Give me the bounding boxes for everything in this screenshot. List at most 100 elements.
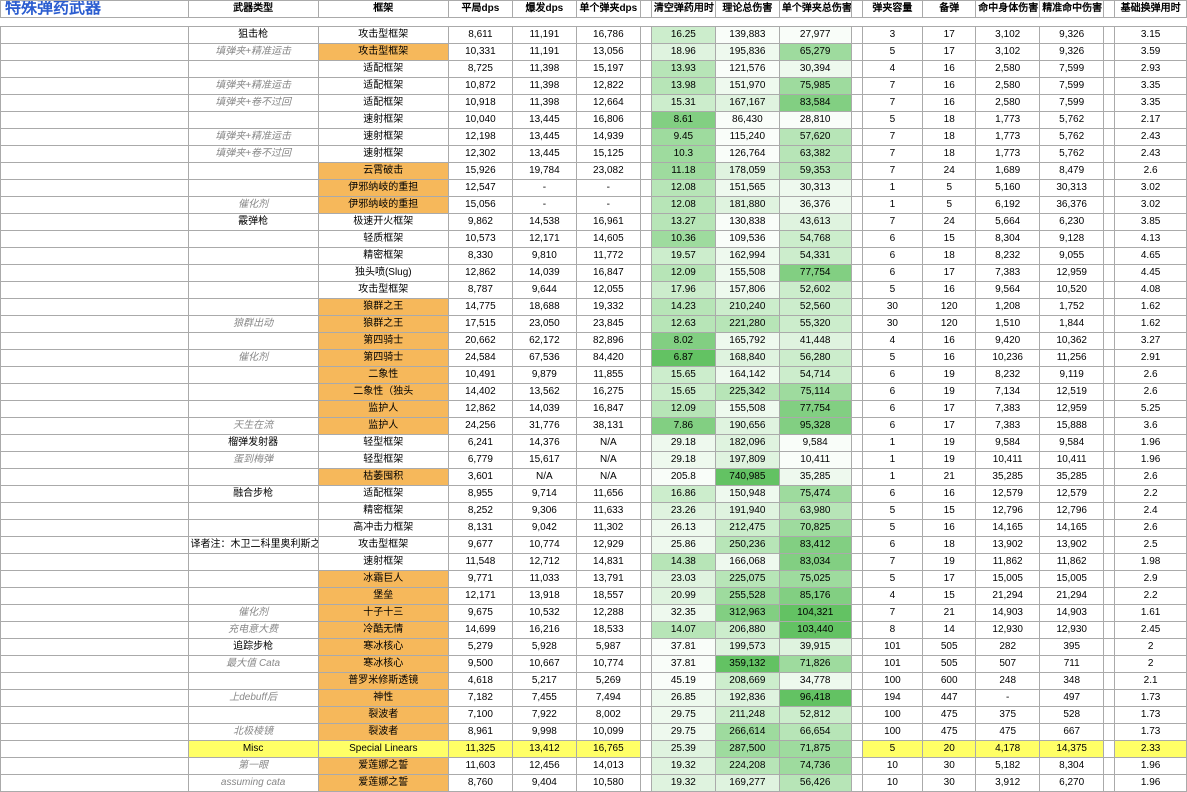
cell[interactable]: 7 bbox=[862, 78, 923, 95]
cell[interactable] bbox=[188, 112, 318, 129]
col-precision-dmg[interactable]: 精准命中伤害 bbox=[1040, 1, 1104, 18]
cell[interactable] bbox=[640, 503, 651, 520]
cell[interactable]: 12,862 bbox=[448, 401, 512, 418]
cell[interactable]: 9,306 bbox=[512, 503, 576, 520]
cell[interactable]: 1,752 bbox=[1040, 299, 1104, 316]
cell[interactable]: 17.96 bbox=[651, 282, 715, 299]
cell[interactable] bbox=[851, 758, 862, 775]
cell[interactable]: 6,192 bbox=[976, 197, 1040, 214]
cell[interactable] bbox=[851, 503, 862, 520]
cell[interactable]: 15 bbox=[923, 503, 976, 520]
table-row[interactable]: 霰弹枪极速开火框架9,86214,53816,96113.27130,83843… bbox=[1, 214, 1187, 231]
cell[interactable]: 71,826 bbox=[779, 656, 851, 673]
cell[interactable] bbox=[1104, 758, 1115, 775]
cell[interactable]: 裂波者 bbox=[318, 707, 448, 724]
cell[interactable]: 52,560 bbox=[779, 299, 851, 316]
cell[interactable]: N/A bbox=[576, 435, 640, 452]
cell[interactable]: 8,304 bbox=[1040, 758, 1104, 775]
cell[interactable]: 19,784 bbox=[512, 163, 576, 180]
cell[interactable] bbox=[851, 469, 862, 486]
cell[interactable]: 600 bbox=[923, 673, 976, 690]
cell[interactable] bbox=[1104, 350, 1115, 367]
cell[interactable]: 7 bbox=[862, 554, 923, 571]
cell[interactable]: 56,280 bbox=[779, 350, 851, 367]
cell[interactable]: 83,584 bbox=[779, 95, 851, 112]
cell[interactable] bbox=[1104, 78, 1115, 95]
table-row[interactable]: 充电意大费冷酷无情14,69916,21618,53314.07206,8801… bbox=[1, 622, 1187, 639]
cell[interactable]: 二象性（独头 bbox=[318, 384, 448, 401]
cell[interactable]: 速射框架 bbox=[318, 554, 448, 571]
cell[interactable]: 528 bbox=[1040, 707, 1104, 724]
cell[interactable]: 充电意大费 bbox=[188, 622, 318, 639]
cell[interactable] bbox=[851, 265, 862, 282]
cell[interactable]: 67,536 bbox=[512, 350, 576, 367]
col-reload[interactable]: 基础换弹用时 bbox=[1115, 1, 1187, 18]
cell[interactable]: 11,191 bbox=[512, 27, 576, 44]
cell[interactable]: 最大值 Cata bbox=[188, 656, 318, 673]
cell[interactable]: 190,656 bbox=[715, 418, 779, 435]
cell[interactable]: 9,420 bbox=[976, 333, 1040, 350]
cell[interactable] bbox=[851, 248, 862, 265]
cell[interactable]: 10,236 bbox=[976, 350, 1040, 367]
cell[interactable]: 7 bbox=[862, 163, 923, 180]
cell[interactable]: 210,240 bbox=[715, 299, 779, 316]
cell[interactable]: 监护人 bbox=[318, 401, 448, 418]
cell[interactable]: 13,918 bbox=[512, 588, 576, 605]
cell[interactable]: 15 bbox=[923, 588, 976, 605]
cell[interactable]: 35,285 bbox=[779, 469, 851, 486]
cell[interactable]: 2.6 bbox=[1115, 469, 1187, 486]
cell[interactable]: 爱莲娜之誓 bbox=[318, 775, 448, 792]
table-row[interactable]: 高冲击力框架8,1319,04211,30226.13212,47570,825… bbox=[1, 520, 1187, 537]
cell[interactable] bbox=[1104, 520, 1115, 537]
cell[interactable]: 100 bbox=[862, 673, 923, 690]
col-body-dmg[interactable]: 命中身体伤害 bbox=[976, 1, 1040, 18]
cell[interactable]: 裂波者 bbox=[318, 724, 448, 741]
cell[interactable]: 催化剂 bbox=[188, 197, 318, 214]
cell[interactable]: 17 bbox=[923, 27, 976, 44]
cell[interactable]: 104,321 bbox=[779, 605, 851, 622]
table-row[interactable]: MiscSpecial Linears11,32513,41216,76525.… bbox=[1, 741, 1187, 758]
cell[interactable]: 8,479 bbox=[1040, 163, 1104, 180]
cell[interactable]: 7,599 bbox=[1040, 78, 1104, 95]
cell[interactable]: 9,326 bbox=[1040, 27, 1104, 44]
cell[interactable]: 10,774 bbox=[512, 537, 576, 554]
cell[interactable]: 17 bbox=[923, 571, 976, 588]
cell[interactable] bbox=[640, 622, 651, 639]
table-row[interactable]: 第一眼爱莲娜之誓11,60312,45614,01319.32224,20874… bbox=[1, 758, 1187, 775]
col-reserve[interactable]: 备弹 bbox=[923, 1, 976, 18]
cell[interactable]: 9.45 bbox=[651, 129, 715, 146]
cell[interactable]: 7,383 bbox=[976, 401, 1040, 418]
cell[interactable]: 1 bbox=[862, 197, 923, 214]
cell[interactable]: - bbox=[512, 180, 576, 197]
cell[interactable]: 100 bbox=[862, 707, 923, 724]
cell[interactable]: 2.33 bbox=[1115, 741, 1187, 758]
cell[interactable] bbox=[851, 741, 862, 758]
table-row[interactable]: 轻质框架10,57312,17114,60510.36109,53654,768… bbox=[1, 231, 1187, 248]
cell[interactable] bbox=[1104, 248, 1115, 265]
cell[interactable]: 精密框架 bbox=[318, 248, 448, 265]
cell[interactable]: 10,411 bbox=[976, 452, 1040, 469]
cell[interactable]: 1,773 bbox=[976, 129, 1040, 146]
cell[interactable]: 15,005 bbox=[976, 571, 1040, 588]
cell[interactable]: 极速开火框架 bbox=[318, 214, 448, 231]
cell[interactable] bbox=[1104, 129, 1115, 146]
cell[interactable]: 3.35 bbox=[1115, 95, 1187, 112]
cell[interactable]: - bbox=[576, 180, 640, 197]
cell[interactable]: 62,172 bbox=[512, 333, 576, 350]
cell[interactable]: 115,240 bbox=[715, 129, 779, 146]
cell[interactable]: 447 bbox=[923, 690, 976, 707]
cell[interactable]: 10.36 bbox=[651, 231, 715, 248]
cell[interactable] bbox=[640, 435, 651, 452]
cell[interactable] bbox=[851, 299, 862, 316]
cell[interactable]: 12,171 bbox=[512, 231, 576, 248]
cell[interactable]: 14,165 bbox=[1040, 520, 1104, 537]
cell[interactable]: 4 bbox=[862, 61, 923, 78]
cell[interactable]: 12,547 bbox=[448, 180, 512, 197]
cell[interactable]: 5 bbox=[923, 180, 976, 197]
cell[interactable]: 攻击型框架 bbox=[318, 537, 448, 554]
cell[interactable]: 6 bbox=[862, 367, 923, 384]
cell[interactable]: 75,025 bbox=[779, 571, 851, 588]
cell[interactable]: 30 bbox=[923, 758, 976, 775]
cell[interactable] bbox=[851, 401, 862, 418]
cell[interactable]: 6,270 bbox=[1040, 775, 1104, 792]
